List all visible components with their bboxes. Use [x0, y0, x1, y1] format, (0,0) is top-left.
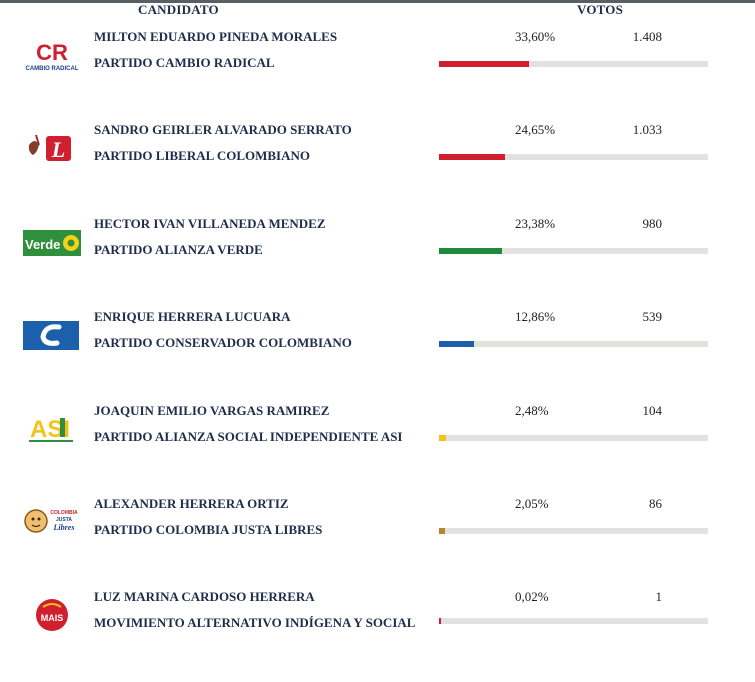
- candidate-row: ENRIQUE HERRERA LUCUARA PARTIDO CONSERVA…: [0, 309, 755, 402]
- party-name: PARTIDO COLOMBIA JUSTA LIBRES: [94, 522, 323, 537]
- vote-bar-fill: [439, 154, 505, 160]
- party-name: PARTIDO CONSERVADOR COLOMBIANO: [94, 335, 352, 350]
- vote-percentage: 0,02%: [515, 589, 549, 604]
- vote-count: 539: [642, 309, 663, 324]
- vote-count: 1.408: [632, 29, 662, 44]
- candidate-row: L SANDRO GEIRLER ALVARADO SERRATO PARTID…: [0, 122, 755, 215]
- vote-bar-fill: [439, 618, 441, 624]
- vote-count: 86: [649, 496, 662, 511]
- candidate-name: ALEXANDER HERRERA ORTIZ: [94, 496, 289, 511]
- candidate-row: CR CAMBIO RADICAL MILTON EDUARDO PINEDA …: [0, 29, 755, 122]
- cambio-radical-logo: CR CAMBIO RADICAL: [23, 40, 81, 72]
- vote-bar-fill: [439, 435, 446, 441]
- vote-bar-track: [439, 248, 708, 254]
- vote-count: 980: [642, 216, 663, 231]
- candidate-row: ASI JOAQUIN EMILIO VARGAS RAMIREZ PARTID…: [0, 403, 755, 496]
- svg-text:Libres: Libres: [53, 523, 75, 532]
- vote-bar-fill: [439, 61, 529, 67]
- alianza-verde-logo: Verde: [23, 230, 81, 256]
- candidate-row: MAIS LUZ MARINA CARDOSO HERRERA MOVIMIEN…: [0, 589, 755, 682]
- vote-bar-track: [439, 341, 708, 347]
- vote-percentage: 33,60%: [515, 29, 556, 44]
- partido-conservador-logo: [23, 321, 79, 350]
- svg-text:CR: CR: [36, 40, 68, 65]
- vote-bar-fill: [439, 341, 474, 347]
- asi-logo: ASI: [29, 416, 73, 443]
- vote-bar-fill: [439, 248, 502, 254]
- vote-bar-track: [439, 528, 708, 534]
- svg-text:MAIS: MAIS: [41, 613, 64, 623]
- top-rule: [0, 0, 755, 3]
- candidate-name: LUZ MARINA CARDOSO HERRERA: [94, 589, 315, 604]
- party-name: MOVIMIENTO ALTERNATIVO INDÍGENA Y SOCIAL: [94, 615, 416, 630]
- svg-text:COLOMBIA: COLOMBIA: [50, 510, 78, 516]
- svg-text:L: L: [51, 137, 65, 162]
- vote-count: 1: [655, 589, 663, 604]
- candidate-name: JOAQUIN EMILIO VARGAS RAMIREZ: [94, 403, 330, 418]
- colombia-justa-libres-logo: COLOMBIA JUSTA Libres: [24, 509, 78, 533]
- vote-count: 104: [642, 403, 663, 418]
- vote-percentage: 23,38%: [515, 216, 556, 231]
- vote-percentage: 2,05%: [515, 496, 549, 511]
- candidate-name: ENRIQUE HERRERA LUCUARA: [94, 309, 291, 324]
- candidate-name: SANDRO GEIRLER ALVARADO SERRATO: [94, 122, 352, 137]
- vote-percentage: 12,86%: [515, 309, 556, 324]
- vote-bar-fill: [439, 528, 445, 534]
- party-name: PARTIDO ALIANZA VERDE: [94, 242, 263, 257]
- mais-logo: MAIS: [36, 599, 68, 631]
- party-name: PARTIDO LIBERAL COLOMBIANO: [94, 148, 310, 163]
- svg-text:Verde: Verde: [25, 237, 60, 252]
- party-name: PARTIDO ALIANZA SOCIAL INDEPENDIENTE ASI: [94, 429, 403, 444]
- vote-percentage: 2,48%: [515, 403, 549, 418]
- party-name: PARTIDO CAMBIO RADICAL: [94, 55, 275, 70]
- vote-bar-track: [439, 618, 708, 624]
- candidate-name: HECTOR IVAN VILLANEDA MENDEZ: [94, 216, 326, 231]
- header-candidate: CANDIDATO: [138, 2, 219, 17]
- vote-bar-track: [439, 154, 708, 160]
- candidate-row: Verde HECTOR IVAN VILLANEDA MENDEZ PARTI…: [0, 216, 755, 309]
- candidate-name: MILTON EDUARDO PINEDA MORALES: [94, 29, 338, 44]
- vote-bar-track: [439, 435, 708, 441]
- partido-liberal-logo: L: [28, 134, 71, 162]
- vote-percentage: 24,65%: [515, 122, 556, 137]
- vote-bar-track: [439, 61, 708, 67]
- svg-text:JUSTA: JUSTA: [56, 517, 72, 523]
- svg-text:CAMBIO RADICAL: CAMBIO RADICAL: [26, 66, 79, 72]
- vote-count: 1.033: [632, 122, 662, 137]
- candidate-row: COLOMBIA JUSTA Libres ALEXANDER HERRERA …: [0, 496, 755, 589]
- header-votes: VOTOS: [577, 2, 624, 17]
